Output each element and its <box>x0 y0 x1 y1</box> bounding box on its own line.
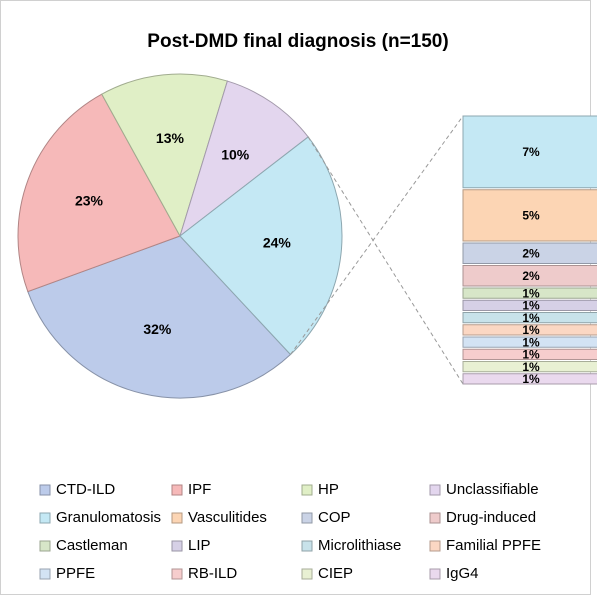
connector <box>290 115 464 355</box>
slice-label: 13% <box>156 130 185 146</box>
legend-label: Microlithiase <box>318 537 401 554</box>
segment-label: 7% <box>522 145 540 159</box>
legend-label: CTD-ILD <box>56 481 115 498</box>
legend-swatch <box>171 540 183 552</box>
segment-label: 1% <box>522 360 540 374</box>
legend-label: Castleman <box>56 537 128 554</box>
legend-label: IgG4 <box>446 565 479 582</box>
pie-slice <box>179 80 309 238</box>
legend-label: IPF <box>188 481 211 498</box>
legend-swatch <box>429 512 441 524</box>
legend-label: Unclassifiable <box>446 481 539 498</box>
pie-slice <box>101 73 228 238</box>
legend-label: Drug-induced <box>446 509 536 526</box>
segment-label: 1% <box>522 323 540 337</box>
legend-label: HP <box>318 481 339 498</box>
segment-label: 1% <box>522 335 540 349</box>
legend-swatch <box>39 512 51 524</box>
slice-label: 23% <box>75 193 104 209</box>
legend-swatch <box>429 484 441 496</box>
segment-label: 1% <box>522 286 540 300</box>
bar-segment <box>462 115 597 189</box>
legend-swatch <box>39 484 51 496</box>
segment-label: 2% <box>522 269 540 283</box>
legend-swatch <box>171 512 183 524</box>
pie-slice <box>179 136 343 356</box>
pie-slice <box>17 93 181 293</box>
bar-segment <box>462 324 597 336</box>
segment-label: 5% <box>522 209 540 223</box>
segment-label: 1% <box>522 311 540 325</box>
pie-slice <box>27 235 292 399</box>
bar-segment <box>462 265 597 287</box>
legend-swatch <box>301 540 313 552</box>
bar-segment <box>462 373 597 385</box>
legend-label: CIEP <box>318 565 353 582</box>
legend-swatch <box>301 568 313 580</box>
legend-swatch <box>39 568 51 580</box>
bar-segment <box>462 287 597 299</box>
segment-label: 1% <box>522 299 540 313</box>
bar-segment <box>462 312 597 324</box>
bar-segment <box>462 348 597 360</box>
legend-swatch <box>301 484 313 496</box>
slice-label: 24% <box>263 235 292 251</box>
legend-swatch <box>171 484 183 496</box>
legend-label: COP <box>318 509 351 526</box>
chart-title: Post-DMD final diagnosis (n=150) <box>147 31 448 52</box>
legend-label: Granulomatosis <box>56 509 161 526</box>
segment-label: 2% <box>522 246 540 260</box>
segment-label: 1% <box>522 372 540 386</box>
legend-swatch <box>171 568 183 580</box>
bar-segment <box>462 299 597 311</box>
slice-label: 32% <box>143 321 172 337</box>
bar-segment <box>462 242 597 264</box>
segment-label: 1% <box>522 348 540 362</box>
legend-label: RB-ILD <box>188 565 237 582</box>
legend-label: Familial PPFE <box>446 537 541 554</box>
legend-label: PPFE <box>56 565 95 582</box>
legend-swatch <box>301 512 313 524</box>
bar-segment <box>462 361 597 373</box>
legend-swatch <box>429 540 441 552</box>
legend-label: Vasculitides <box>188 509 267 526</box>
legend-label: LIP <box>188 537 211 554</box>
bar-segment <box>462 189 597 242</box>
bar-segment <box>462 336 597 348</box>
legend-swatch <box>39 540 51 552</box>
legend-swatch <box>429 568 441 580</box>
slice-label: 10% <box>221 147 250 163</box>
